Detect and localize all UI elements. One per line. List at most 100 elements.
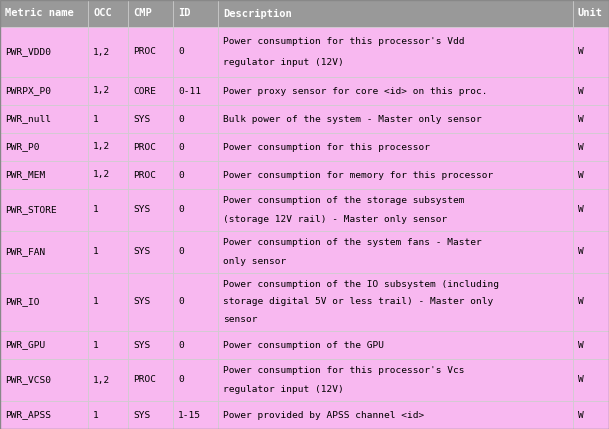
Bar [128, 231, 173, 273]
Text: Power consumption for this processor's Vdd: Power consumption for this processor's V… [223, 36, 465, 45]
Text: CORE: CORE [133, 87, 156, 96]
Bar [573, 133, 609, 161]
Bar [173, 105, 218, 133]
Bar [0, 331, 88, 359]
Bar [173, 27, 218, 77]
Bar [0, 27, 88, 77]
Bar [218, 359, 573, 401]
Text: PROC: PROC [133, 48, 156, 57]
Text: 1,2: 1,2 [93, 87, 110, 96]
Bar [128, 189, 173, 231]
Bar [128, 359, 173, 401]
Text: (storage 12V rail) - Master only sensor: (storage 12V rail) - Master only sensor [223, 214, 447, 224]
Bar [573, 331, 609, 359]
Text: PROC: PROC [133, 375, 156, 384]
Text: 0-11: 0-11 [178, 87, 201, 96]
Bar [173, 273, 218, 331]
Bar [218, 77, 573, 105]
Bar [173, 401, 218, 429]
Text: 0: 0 [178, 248, 184, 257]
Bar [88, 331, 128, 359]
Text: Power consumption for this processor's Vcs: Power consumption for this processor's V… [223, 366, 465, 375]
Bar [218, 273, 573, 331]
Text: 1,2: 1,2 [93, 170, 110, 179]
Text: ID: ID [178, 9, 191, 18]
Text: W: W [578, 170, 584, 179]
Bar [0, 273, 88, 331]
Text: PWR_FAN: PWR_FAN [5, 248, 45, 257]
Text: 0: 0 [178, 142, 184, 151]
Bar [173, 0, 218, 27]
Bar [573, 105, 609, 133]
Text: PWR_P0: PWR_P0 [5, 142, 40, 151]
Text: PWR_STORE: PWR_STORE [5, 205, 57, 214]
Bar [218, 161, 573, 189]
Text: 0: 0 [178, 205, 184, 214]
Bar [0, 161, 88, 189]
Bar [88, 27, 128, 77]
Text: W: W [578, 248, 584, 257]
Text: Power consumption of the storage subsystem: Power consumption of the storage subsyst… [223, 196, 465, 205]
Bar [128, 77, 173, 105]
Text: W: W [578, 205, 584, 214]
Bar [218, 133, 573, 161]
Text: SYS: SYS [133, 248, 150, 257]
Text: W: W [578, 142, 584, 151]
Bar [128, 105, 173, 133]
Text: 0: 0 [178, 170, 184, 179]
Text: 1-15: 1-15 [178, 411, 201, 420]
Bar [218, 331, 573, 359]
Text: PWR_VCS0: PWR_VCS0 [5, 375, 51, 384]
Bar [573, 401, 609, 429]
Bar [573, 0, 609, 27]
Text: PWR_null: PWR_null [5, 115, 51, 124]
Text: SYS: SYS [133, 115, 150, 124]
Bar [128, 331, 173, 359]
Bar [218, 401, 573, 429]
Bar [128, 401, 173, 429]
Text: W: W [578, 341, 584, 350]
Bar [0, 77, 88, 105]
Bar [88, 77, 128, 105]
Text: PROC: PROC [133, 142, 156, 151]
Bar [88, 231, 128, 273]
Bar [0, 0, 88, 27]
Text: Bulk power of the system - Master only sensor: Bulk power of the system - Master only s… [223, 115, 482, 124]
Bar [573, 359, 609, 401]
Bar [0, 105, 88, 133]
Text: PWR_IO: PWR_IO [5, 297, 40, 306]
Text: 1: 1 [93, 341, 99, 350]
Bar [573, 231, 609, 273]
Text: W: W [578, 375, 584, 384]
Bar [218, 0, 573, 27]
Bar [88, 273, 128, 331]
Bar [88, 189, 128, 231]
Text: SYS: SYS [133, 411, 150, 420]
Text: Metric name: Metric name [5, 9, 74, 18]
Bar [88, 0, 128, 27]
Bar [173, 359, 218, 401]
Bar [573, 77, 609, 105]
Bar [128, 27, 173, 77]
Text: PWRPX_P0: PWRPX_P0 [5, 87, 51, 96]
Text: Unit: Unit [578, 9, 603, 18]
Text: 0: 0 [178, 115, 184, 124]
Bar [573, 189, 609, 231]
Bar [88, 105, 128, 133]
Text: W: W [578, 411, 584, 420]
Bar [173, 189, 218, 231]
Text: regulator input (12V): regulator input (12V) [223, 58, 343, 67]
Text: 0: 0 [178, 48, 184, 57]
Bar [173, 231, 218, 273]
Text: 1,2: 1,2 [93, 142, 110, 151]
Bar [0, 359, 88, 401]
Text: 1: 1 [93, 205, 99, 214]
Bar [573, 27, 609, 77]
Text: 1: 1 [93, 248, 99, 257]
Text: storage digital 5V or less trail) - Master only: storage digital 5V or less trail) - Mast… [223, 297, 493, 306]
Bar [88, 359, 128, 401]
Bar [128, 0, 173, 27]
Bar [173, 133, 218, 161]
Bar [573, 273, 609, 331]
Bar [173, 331, 218, 359]
